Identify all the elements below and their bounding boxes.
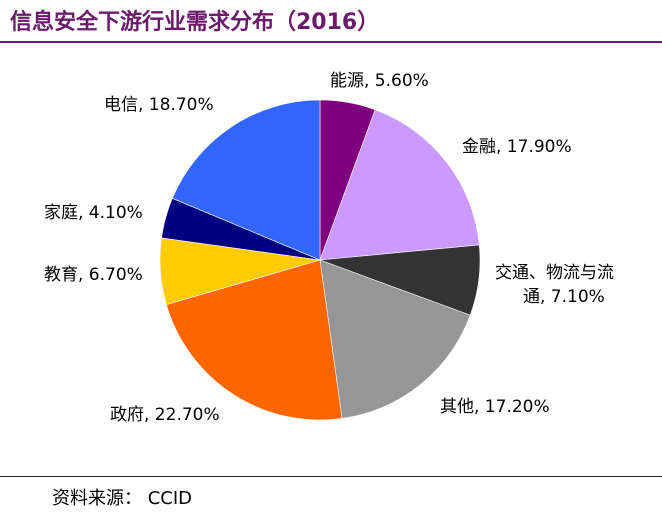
pie-label-5: 政府, 22.70% <box>110 405 220 425</box>
pie-label-7: 家庭, 4.10% <box>44 203 143 223</box>
pie-label-6: 教育, 6.70% <box>44 265 143 285</box>
footer-divider <box>0 476 662 477</box>
pie-slices <box>159 99 481 421</box>
chart-title: 信息安全下游行业需求分布（2016） <box>10 10 380 35</box>
pie-labels: 能源, 5.60% 金融, 17.90% 交通、物流与流通, 7.10% 其他, 17… <box>44 71 614 425</box>
pie-slice-8 <box>171 99 321 261</box>
title-divider <box>0 41 662 43</box>
pie-label-3: 交通、物流与流通, 7.10% <box>495 263 614 307</box>
pie-slice-2 <box>319 109 480 261</box>
pie-label-1: 能源, 5.60% <box>330 71 429 91</box>
pie-label-4: 其他, 17.20% <box>440 397 550 417</box>
source-note: 资料来源： CCID <box>52 488 193 509</box>
pie-label-2: 金融, 17.90% <box>462 137 572 157</box>
pie-slice-5 <box>165 259 343 421</box>
pie-label-8: 电信, 18.70% <box>104 95 214 115</box>
pie-slice-4 <box>319 259 471 419</box>
